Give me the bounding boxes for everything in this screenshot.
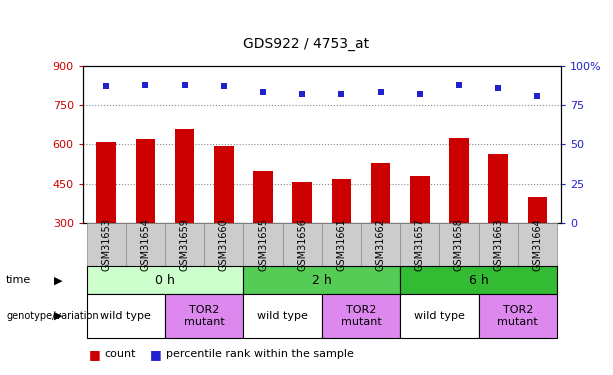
Text: ■: ■: [150, 348, 162, 361]
Text: ▶: ▶: [54, 311, 63, 321]
Bar: [489, 154, 508, 223]
Text: TOR2
mutant: TOR2 mutant: [497, 305, 538, 327]
Text: TOR2
mutant: TOR2 mutant: [184, 305, 224, 327]
Point: [376, 89, 386, 95]
Bar: [410, 176, 430, 223]
Point: [415, 91, 425, 97]
Text: GSM31657: GSM31657: [415, 218, 425, 271]
Text: GSM31656: GSM31656: [297, 218, 307, 271]
Text: GSM31658: GSM31658: [454, 218, 464, 271]
Text: percentile rank within the sample: percentile rank within the sample: [166, 350, 353, 359]
Point: [533, 93, 543, 99]
Point: [454, 81, 464, 87]
Bar: [214, 146, 234, 223]
Point: [101, 83, 111, 89]
Point: [219, 83, 229, 89]
Bar: [135, 139, 155, 223]
Text: GSM31660: GSM31660: [219, 218, 229, 271]
Point: [258, 89, 268, 95]
Bar: [96, 142, 116, 223]
Bar: [449, 138, 469, 223]
Point: [337, 91, 346, 97]
Bar: [371, 163, 390, 223]
Bar: [332, 178, 351, 223]
Bar: [528, 197, 547, 223]
Text: GSM31663: GSM31663: [493, 218, 503, 271]
Point: [493, 85, 503, 91]
Text: ▶: ▶: [54, 275, 63, 285]
Text: wild type: wild type: [414, 311, 465, 321]
Bar: [253, 171, 273, 223]
Point: [297, 91, 307, 97]
Point: [180, 81, 189, 87]
Text: ■: ■: [89, 348, 101, 361]
Text: 0 h: 0 h: [155, 274, 175, 287]
Text: GSM31659: GSM31659: [180, 218, 189, 271]
Text: GSM31661: GSM31661: [337, 218, 346, 271]
Point: [140, 81, 150, 87]
Text: 2 h: 2 h: [312, 274, 332, 287]
Text: GSM31662: GSM31662: [376, 218, 386, 271]
Text: GSM31664: GSM31664: [532, 218, 543, 271]
Text: count: count: [104, 350, 135, 359]
Text: GSM31655: GSM31655: [258, 218, 268, 271]
Text: genotype/variation: genotype/variation: [6, 311, 99, 321]
Text: GDS922 / 4753_at: GDS922 / 4753_at: [243, 37, 370, 51]
Text: 6 h: 6 h: [469, 274, 489, 287]
Text: wild type: wild type: [101, 311, 151, 321]
Text: TOR2
mutant: TOR2 mutant: [341, 305, 381, 327]
Text: GSM31654: GSM31654: [140, 218, 150, 271]
Bar: [175, 129, 194, 223]
Text: wild type: wild type: [257, 311, 308, 321]
Text: time: time: [6, 275, 31, 285]
Text: GSM31653: GSM31653: [101, 218, 112, 271]
Bar: [292, 183, 312, 223]
